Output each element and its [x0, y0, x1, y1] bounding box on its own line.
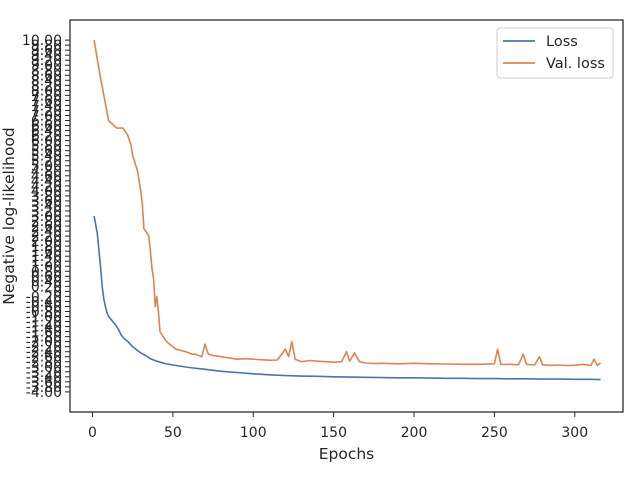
series-line-loss: [93, 215, 601, 381]
x-tick-label: 200: [401, 425, 428, 441]
y-tick-label: 3.20: [31, 204, 62, 220]
y-tick-label: 1.20: [31, 254, 62, 270]
x-axis-ticks: 0 50 100 150 200 250 300: [88, 412, 588, 441]
y-tick-label: 0.60: [31, 269, 62, 285]
y-tick-label: 3.80: [31, 189, 62, 205]
y-tick-label: 6.00: [31, 134, 62, 150]
x-tick-label: 100: [240, 425, 267, 441]
y-tick-label: -0.80: [26, 304, 62, 320]
y-tick-label: 9.80: [31, 38, 62, 54]
y-tick-label: 0: [53, 284, 62, 300]
y-tick-label: 8.20: [31, 78, 62, 94]
y-tick-label: -1.80: [26, 330, 62, 346]
y-tick-label: -3.20: [26, 365, 62, 381]
legend-label-loss: Loss: [546, 34, 578, 50]
y-tick-label: 2.00: [31, 234, 62, 250]
y-tick-label: 5.80: [31, 139, 62, 155]
y-tick-label: -0.40: [26, 294, 62, 310]
y-tick-label: 8.80: [31, 63, 62, 79]
y-tick-label: 2.40: [31, 224, 62, 240]
y-tick-label: 6.80: [31, 114, 62, 130]
y-tick-label: 1.40: [31, 249, 62, 265]
y-tick-label: -2.20: [26, 340, 62, 356]
y-tick-label: 4.80: [31, 164, 62, 180]
y-tick-label: -2.40: [26, 345, 62, 361]
y-tick-label: -3.60: [26, 375, 62, 391]
y-tick-label: -3.40: [26, 370, 62, 386]
y-tick-label: 5.20: [31, 154, 62, 170]
y-tick-label: 7.00: [31, 108, 62, 124]
y-tick-label: 8.00: [31, 83, 62, 99]
y-tick-label: 9.60: [31, 43, 62, 59]
y-tick-label: -2.80: [26, 355, 62, 371]
x-tick-label: 300: [561, 425, 588, 441]
y-axis-label: Negative log-likelihood: [0, 127, 18, 305]
y-tick-label: -1.60: [26, 325, 62, 341]
y-tick-label: 7.60: [31, 93, 62, 109]
y-tick-label: 3.60: [31, 194, 62, 210]
y-tick-label: -2.60: [26, 350, 62, 366]
y-tick-label: 7.80: [31, 88, 62, 104]
x-tick-label: 250: [481, 425, 508, 441]
y-tick-label: -1.40: [26, 320, 62, 336]
x-tick-label: 50: [164, 425, 182, 441]
y-tick-label: -0.60: [26, 299, 62, 315]
y-tick-label: 9.00: [31, 58, 62, 74]
y-tick-label: 2.80: [31, 214, 62, 230]
y-tick-label: 7.20: [31, 103, 62, 119]
y-tick-label: -3.80: [26, 380, 62, 396]
y-tick-label: 1.60: [31, 244, 62, 260]
x-axis-label: Epochs: [319, 445, 375, 463]
y-tick-label: 6.40: [31, 124, 62, 140]
y-tick-label: -0.20: [26, 289, 62, 305]
y-tick-label: 6.60: [31, 119, 62, 135]
y-tick-label: 1.80: [31, 239, 62, 255]
y-tick-label: 8.60: [31, 68, 62, 84]
y-tick-label: 3.00: [31, 209, 62, 225]
y-axis-ticks: -4.00-3.80-3.60-3.40-3.20-3.00-2.80-2.60…: [22, 33, 70, 401]
y-tick-label: 6.20: [31, 129, 62, 145]
y-tick-label: 4.40: [31, 174, 62, 190]
y-tick-label: 5.00: [31, 159, 62, 175]
y-tick-label: 2.60: [31, 219, 62, 235]
y-tick-label: 9.40: [31, 48, 62, 64]
y-tick-label: 4.60: [31, 169, 62, 185]
y-tick-label: 5.60: [31, 144, 62, 160]
y-tick-label: 0.20: [31, 279, 62, 295]
plot-frame: [69, 19, 624, 413]
legend-label-val-loss: Val. loss: [546, 56, 605, 72]
y-tick-label: -2.00: [26, 335, 62, 351]
y-tick-label: 0.40: [31, 274, 62, 290]
x-tick-label: 0: [88, 425, 97, 441]
y-tick-label: 3.40: [31, 199, 62, 215]
y-tick-label: -1.20: [26, 315, 62, 331]
y-tick-label: 7.40: [31, 98, 62, 114]
y-tick-label: 4.00: [31, 184, 62, 200]
y-tick-label: 4.20: [31, 179, 62, 195]
y-tick-label: 0.80: [31, 264, 62, 280]
y-tick-label: -4.00: [26, 385, 62, 401]
series-line-val-loss: [93, 39, 601, 367]
y-tick-label: -1.00: [26, 310, 62, 326]
y-tick-label: 10.00: [22, 33, 62, 49]
y-tick-label: 1.00: [31, 259, 62, 275]
y-tick-label: 5.40: [31, 149, 62, 165]
y-tick-label: -3.00: [26, 360, 62, 376]
y-tick-label: 9.20: [31, 53, 62, 69]
y-tick-label: 8.40: [31, 73, 62, 89]
legend: Loss Val. loss: [496, 27, 614, 79]
x-tick-label: 150: [320, 425, 347, 441]
y-tick-label: 2.20: [31, 229, 62, 245]
series-layer: [93, 39, 601, 381]
